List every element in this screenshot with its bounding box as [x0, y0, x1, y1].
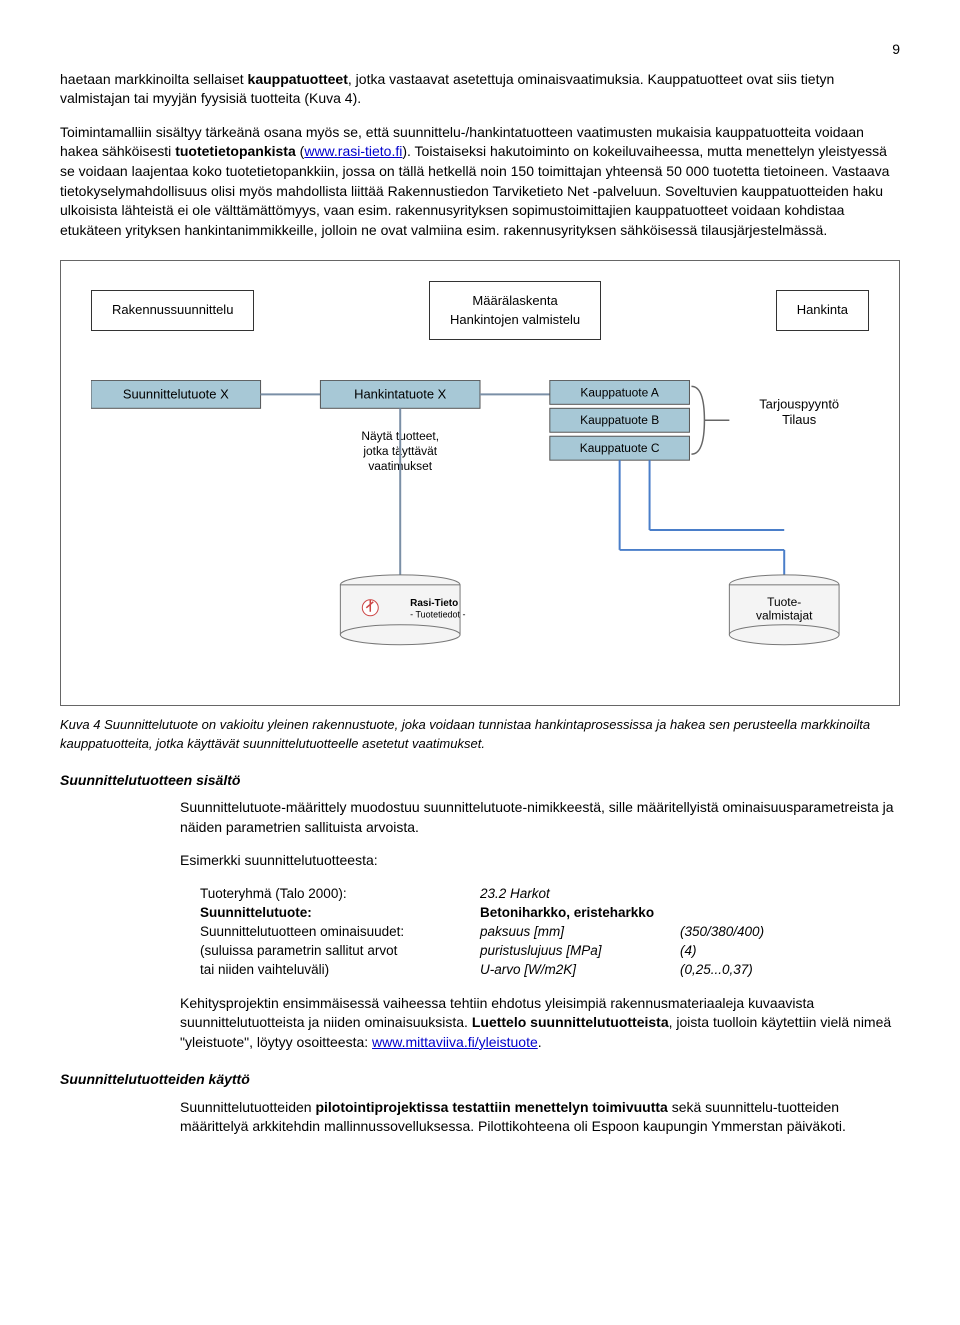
table-row: (suluissa parametrin sallitut arvot puri…	[200, 942, 900, 961]
ex-val: puristuslujuus [MPa]	[480, 942, 680, 961]
diagram-svg: Suunnittelutuote X Hankintatuote X Kaupp…	[91, 380, 869, 670]
ex-val2: (0,25...0,37)	[680, 961, 753, 980]
heading-sisalto: Suunnittelutuotteen sisältö	[60, 771, 900, 791]
bold-term: kauppatuotteet	[248, 71, 348, 87]
sec-a-p2: Esimerkki suunnittelutuotteesta:	[180, 851, 900, 871]
link-mittaviiva[interactable]: www.mittaviiva.fi/yleistuote	[372, 1034, 538, 1050]
text: Määrälaskenta	[450, 292, 580, 310]
sec-a-p3: Kehitysprojektin ensimmäisessä vaiheessa…	[180, 994, 900, 1053]
box-hankinta: Hankinta	[776, 290, 869, 330]
db-r-2: valmistajat	[756, 608, 813, 622]
table-row: Tuoteryhmä (Talo 2000): 23.2 Harkot	[200, 885, 900, 904]
db-r-1: Tuote-	[767, 595, 801, 609]
sec-a-p1: Suunnittelutuote-määrittely muodostuu su…	[180, 798, 900, 837]
ex-val: Betoniharkko, eristeharkko	[480, 904, 680, 923]
ex-label: Suunnittelutuotteen ominaisuudet:	[200, 923, 480, 942]
diagram-top-row: Rakennussuunnittelu Määrälaskenta Hankin…	[91, 281, 869, 339]
text: Hankintojen valmistelu	[450, 311, 580, 329]
table-row: tai niiden vaihteluväli) U-arvo [W/m2K] …	[200, 961, 900, 980]
table-row: Suunnittelutuote: Betoniharkko, eristeha…	[200, 904, 900, 923]
ex-val2: (350/380/400)	[680, 923, 764, 942]
node-hankintatuote: Hankintatuote X	[354, 386, 447, 401]
ex-val: U-arvo [W/m2K]	[480, 961, 680, 980]
db-label-2: - Tuotetiedot -	[410, 609, 465, 619]
ex-label: Suunnittelutuote:	[200, 904, 480, 923]
bold-term: pilotointiprojektissa testattiin menette…	[315, 1099, 667, 1115]
intro-paragraph-1: haetaan markkinoilta sellaiset kauppatuo…	[60, 70, 900, 109]
label-tilaus: Tilaus	[782, 412, 817, 427]
text: .	[538, 1034, 542, 1050]
node-kauppa-a: Kauppatuote A	[580, 385, 658, 399]
db-label-1: Rasi-Tieto	[410, 598, 458, 609]
ex-label: Tuoteryhmä (Talo 2000):	[200, 885, 480, 904]
diagram-figure-4: Rakennussuunnittelu Määrälaskenta Hankin…	[60, 260, 900, 706]
figure-caption: Kuva 4 Suunnittelutuote on vakioitu ylei…	[60, 716, 900, 752]
ex-label: tai niiden vaihteluväli)	[200, 961, 480, 980]
ex-val2: (4)	[680, 942, 697, 961]
heading-kaytto: Suunnittelutuotteiden käyttö	[60, 1070, 900, 1090]
bold-term: Luettelo suunnittelutuotteista	[472, 1014, 669, 1030]
page-number: 9	[60, 40, 900, 60]
text: haetaan markkinoilta sellaiset	[60, 71, 248, 87]
example-table: Tuoteryhmä (Talo 2000): 23.2 Harkot Suun…	[200, 885, 900, 979]
box-rakennussuunnittelu: Rakennussuunnittelu	[91, 290, 254, 330]
sec-b-p1: Suunnittelutuotteiden pilotointiprojekti…	[180, 1098, 900, 1137]
node-kauppa-c: Kauppatuote C	[580, 441, 660, 455]
ex-label: (suluissa parametrin sallitut arvot	[200, 942, 480, 961]
table-row: Suunnittelutuotteen ominaisuudet: paksuu…	[200, 923, 900, 942]
ex-val: 23.2 Harkot	[480, 885, 680, 904]
node-suunnittelutuote: Suunnittelutuote X	[123, 386, 229, 401]
node-kauppa-b: Kauppatuote B	[580, 413, 659, 427]
bold-term: tuotetietopankista	[175, 143, 296, 159]
intro-paragraph-2: Toimintamalliin sisältyy tärkeänä osana …	[60, 123, 900, 241]
text: Suunnittelutuotteiden	[180, 1099, 315, 1115]
link-rasi-tieto[interactable]: www.rasi-tieto.fi	[304, 143, 402, 159]
ex-val: paksuus [mm]	[480, 923, 680, 942]
box-maaralaskenta: Määrälaskenta Hankintojen valmistelu	[429, 281, 601, 339]
label-tarjouspyynto: Tarjouspyyntö	[759, 396, 839, 411]
